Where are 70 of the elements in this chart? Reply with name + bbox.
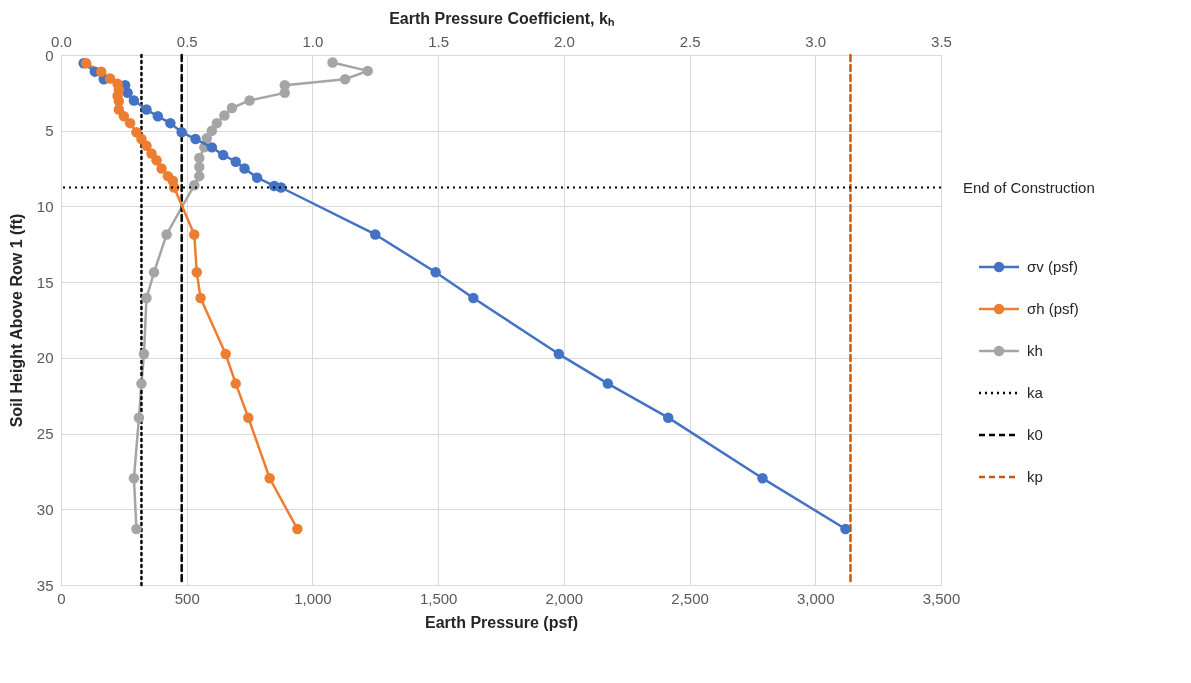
legend-label: σv (psf) (1027, 258, 1078, 275)
x-tick-label: 500 (174, 589, 200, 607)
point (189, 229, 200, 240)
x2-tick-label: 3.5 (931, 32, 952, 50)
point (124, 117, 136, 129)
point (141, 104, 152, 115)
point (370, 229, 381, 240)
point (553, 348, 565, 360)
point (118, 111, 130, 122)
legend-label: σh (psf) (1027, 300, 1079, 317)
x-tick-label: 3,000 (797, 589, 835, 607)
y-tick-label: 10 (36, 197, 54, 215)
x-axis-title: Earth Pressure (psf) (425, 613, 578, 631)
legend-label: kp (1027, 468, 1043, 485)
y-tick-label: 0 (45, 46, 54, 64)
point (156, 163, 167, 174)
x-tick-label: 2,500 (671, 589, 709, 607)
point (757, 473, 768, 484)
y-tick-label: 15 (36, 273, 54, 291)
x2-axis-title: Earth Pressure Coefficient, kₕ (389, 9, 614, 27)
x-tick-label: 1,500 (419, 589, 458, 607)
point (264, 473, 275, 484)
point (430, 267, 441, 278)
point (230, 378, 241, 389)
point (468, 292, 479, 304)
point (128, 95, 140, 106)
x-tick-label: 2,000 (545, 589, 584, 607)
legend-label: k0 (1027, 426, 1043, 443)
legend-label: kh (1027, 342, 1043, 359)
point (292, 523, 303, 535)
x2-tick-label: 0.0 (51, 32, 72, 50)
point (152, 111, 164, 122)
x-tick-label: 1,000 (294, 589, 332, 607)
x2-tick-label: 1.0 (302, 32, 324, 50)
ref-line-label: End of Construction (963, 178, 1095, 196)
point (141, 140, 152, 152)
point (243, 412, 254, 423)
point (206, 142, 218, 153)
point (122, 87, 133, 99)
x2-tick-label: 2.0 (553, 32, 575, 50)
legend-label: ka (1027, 384, 1044, 401)
y-tick-label: 35 (36, 576, 54, 594)
x-tick-label: 0 (57, 589, 66, 607)
x2-tick-label: 3.0 (805, 32, 827, 50)
point (840, 523, 851, 535)
point (195, 292, 206, 304)
point (176, 126, 187, 138)
point (251, 172, 263, 183)
x2-tick-label: 1.5 (428, 32, 450, 50)
point (230, 156, 241, 167)
y-tick-label: 25 (36, 425, 54, 443)
point (95, 66, 107, 77)
x2-tick-label: 0.5 (176, 32, 198, 50)
point (220, 348, 231, 360)
point (662, 412, 674, 423)
point (191, 267, 203, 278)
y-axis-title: Soil Height Above Row 1 (ft) (7, 213, 25, 428)
point (165, 117, 176, 129)
x2-tick-label: 2.5 (679, 32, 701, 50)
y-tick-label: 20 (36, 349, 54, 367)
point (217, 149, 229, 161)
y-tick-label: 30 (36, 500, 54, 518)
point (239, 163, 250, 174)
point (104, 73, 116, 84)
point (602, 378, 614, 389)
y-tick-label: 5 (45, 122, 54, 140)
point (151, 155, 162, 166)
point (136, 133, 147, 145)
point (190, 133, 201, 145)
x-tick-label: 3,500 (922, 589, 961, 607)
